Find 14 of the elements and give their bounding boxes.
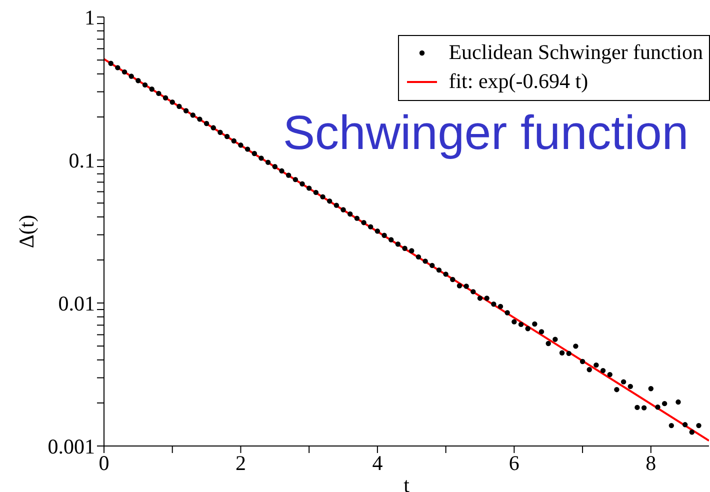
x-axis-title: t (404, 473, 410, 492)
y-axis-title: Δ(t) (14, 214, 38, 248)
x-tick-label: 4 (372, 450, 384, 475)
y-tick-label: 0.001 (48, 434, 95, 458)
x-tick-label: 8 (646, 450, 656, 475)
x-tick-label: 6 (508, 450, 520, 475)
y-tick-label: 0.01 (58, 291, 95, 316)
legend-label: Euclidean Schwinger function (448, 39, 703, 66)
annotation: Schwinger function (283, 106, 689, 161)
x-tick-label: 0 (98, 450, 110, 475)
y-tick-label: 0.1 (68, 148, 95, 172)
x-tick-label: 2 (235, 450, 246, 475)
y-tick-label: 1 (84, 5, 95, 30)
legend-label: fit: exp(-0.694 t) (448, 68, 588, 95)
